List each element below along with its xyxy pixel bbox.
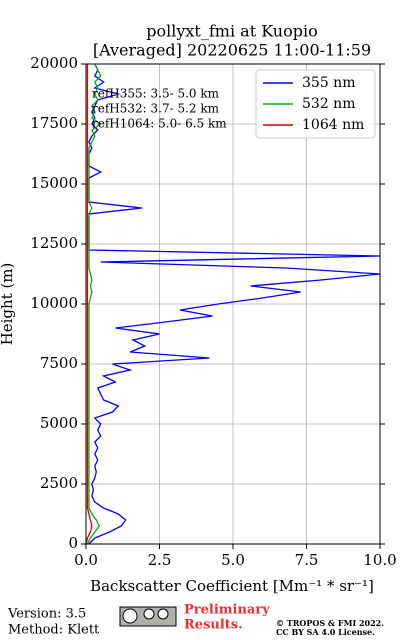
y-tick-label: 7500 xyxy=(40,354,78,372)
annotation: refH355: 3.5- 5.0 km xyxy=(92,87,220,101)
x-tick-label: 10.0 xyxy=(363,551,396,569)
x-axis-label: Backscatter Coefficient [Mm⁻¹ * sr⁻¹] xyxy=(90,577,374,595)
cc-badge xyxy=(119,606,177,627)
x-tick-label: 5.0 xyxy=(221,551,245,569)
legend-label: 355 nm xyxy=(302,75,355,91)
data-line xyxy=(86,63,102,545)
y-tick-label: 10000 xyxy=(30,294,78,312)
legend-label: 1064 nm xyxy=(302,117,364,133)
preliminary: Preliminary xyxy=(184,603,270,618)
y-tick-label: 2500 xyxy=(40,474,78,492)
legend: 355 nm 532 nm 1064 nm xyxy=(255,69,376,139)
annotation: refH532: 3.7- 5.2 km xyxy=(92,102,220,116)
y-tick-label: 0 xyxy=(68,534,78,552)
x-tick-label: 7.5 xyxy=(295,551,319,569)
x-tick-label: 2.5 xyxy=(148,551,172,569)
plot-frame xyxy=(85,63,381,545)
data-line xyxy=(85,64,93,545)
chart-title: pollyxt_fmi at Kuopio xyxy=(146,22,317,41)
version: Version: 3.5 xyxy=(7,607,86,622)
y-tick-label: 20000 xyxy=(30,54,78,72)
y-tick-label: 12500 xyxy=(30,234,78,252)
method: Method: Klett xyxy=(8,623,100,638)
y-tick-label: 17500 xyxy=(30,114,78,132)
results: Results. xyxy=(184,618,243,633)
y-tick-label: 5000 xyxy=(40,414,78,432)
x-tick-label: 0.0 xyxy=(74,551,98,569)
copyright: © TROPOS & FMI 2022. xyxy=(276,618,384,628)
data-line xyxy=(88,63,381,545)
chart-subtitle: [Averaged] 20220625 11:00-11:59 xyxy=(93,41,371,60)
legend-box xyxy=(255,69,376,139)
annotation: refH1064: 5.0- 6.5 km xyxy=(92,117,227,131)
y-axis-label: Height (m) xyxy=(0,263,16,346)
y-tick-label: 15000 xyxy=(30,174,78,192)
legend-label: 532 nm xyxy=(302,96,355,112)
license: CC BY SA 4.0 License. xyxy=(276,627,375,637)
